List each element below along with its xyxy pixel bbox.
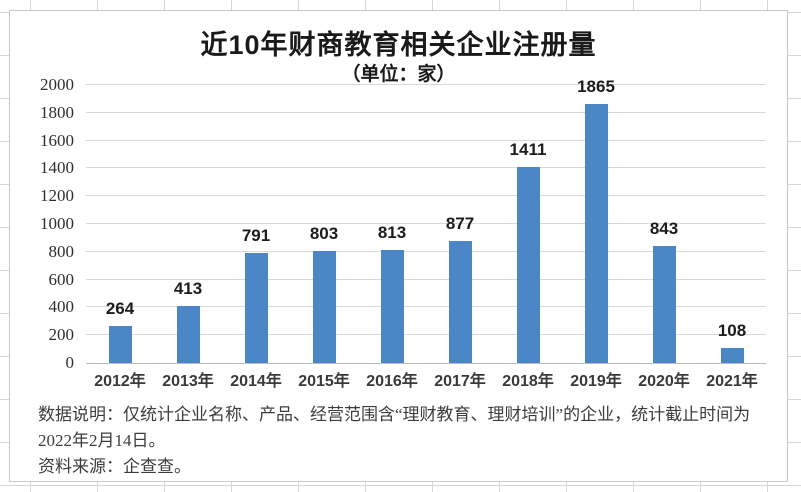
bar-value-label-2021年: 108 — [717, 321, 747, 340]
bar-2016年 — [380, 250, 404, 363]
x-tick-label-2016年: 2016年 — [366, 373, 418, 390]
y-tick-label-2000: 2000 — [40, 75, 74, 94]
x-tick-label-2014年: 2014年 — [230, 373, 282, 390]
bar-slot-2021年: 108 — [698, 85, 766, 363]
x-tick-label-2012年: 2012年 — [94, 373, 146, 390]
y-tick-label-400: 400 — [48, 297, 75, 317]
gridline-1200 — [86, 195, 766, 197]
x-tick-label-2021年: 2021年 — [706, 373, 758, 390]
gridline-400 — [86, 306, 766, 308]
bar-value-label-2020年: 843 — [649, 218, 679, 238]
footer-note: 数据说明：仅统计企业名称、产品、经营范围含“理财教育、理财培训”的企业，统计截止… — [38, 405, 751, 450]
bar-value-label-2017年: 877 — [445, 214, 475, 234]
x-tick-label-2015年: 2015年 — [298, 373, 350, 390]
bar-slot-2018年: 1411 — [494, 85, 562, 363]
bar-slot-2013年: 413 — [154, 85, 222, 363]
bar-value-label-2012年: 264 — [105, 299, 135, 319]
chart-subtitle: （单位：家） — [341, 64, 456, 85]
chart-footer: 数据说明：仅统计企业名称、产品、经营范围含“理财教育、理财培训”的企业，统计截止… — [38, 402, 776, 480]
bar-2012年 — [108, 326, 132, 363]
gridline-600 — [86, 278, 766, 280]
y-tick-label-0: 0 — [65, 353, 75, 372]
bar-slot-2016年: 813 — [358, 85, 426, 363]
bar-value-label-2014年: 791 — [241, 226, 271, 246]
gridline-1000 — [86, 223, 766, 224]
bar-slot-2014年: 791 — [222, 85, 290, 363]
bar-2021年 — [720, 348, 744, 363]
bar-slot-2019年: 1865 — [562, 77, 630, 363]
y-tick-label-1800: 1800 — [40, 102, 74, 122]
bar-value-label-2016年: 813 — [377, 223, 407, 242]
x-tick-label-2017年: 2017年 — [434, 373, 486, 390]
gridline-800 — [86, 250, 766, 252]
gridline-1600 — [86, 139, 766, 141]
chart-card: 近10年财商教育相关企业注册量 （单位：家） 0 200 400 600 800 1000… — [9, 10, 788, 482]
x-tick-label-2019年: 2019年 — [570, 373, 622, 390]
y-tick-label-800: 800 — [48, 241, 75, 261]
bar-2019年 — [584, 103, 608, 363]
gridline-1400 — [86, 167, 766, 169]
bar-2015年 — [312, 251, 336, 363]
bar-slot-2015年: 803 — [290, 85, 358, 363]
bar-value-label-2013年: 413 — [173, 278, 203, 298]
bar-value-label-2018年: 1411 — [509, 139, 547, 159]
y-tick-label-200: 200 — [48, 325, 75, 345]
y-tick-label-1000: 1000 — [40, 214, 74, 233]
y-tick-label-600: 600 — [48, 269, 75, 289]
y-tick-label-1200: 1200 — [40, 186, 74, 206]
x-tick-label-2020年: 2020年 — [638, 373, 690, 390]
y-tick-label-1400: 1400 — [40, 158, 74, 178]
footer-source: 资料来源：企查查。 — [38, 457, 191, 476]
plot-area: 2012年 264 2013年 413 2014年 791 2015年 803 2016年 813… — [86, 77, 766, 390]
x-tick-label-2013年: 2013年 — [162, 373, 214, 390]
bar-2020年 — [652, 245, 676, 363]
gridline-200 — [86, 334, 766, 336]
bar-value-label-2015年: 803 — [309, 224, 339, 244]
chart-title: 近10年财商教育相关企业注册量 — [200, 30, 597, 60]
bar-slot-2017年: 877 — [426, 85, 494, 363]
gridline-0 — [86, 363, 766, 364]
bar-2017年 — [448, 241, 472, 363]
bar-2014年 — [244, 253, 268, 363]
gridline-1800 — [86, 111, 766, 113]
bar-slot-2012年: 264 — [86, 85, 154, 363]
bar-slot-2020年: 843 — [630, 85, 698, 363]
bar-2018年 — [516, 166, 540, 363]
x-tick-label-2018年: 2018年 — [502, 373, 554, 390]
y-axis: 0 200 400 600 800 1000 1200 1400 1600 1800 2000 — [10, 75, 75, 372]
bar-value-label-2019年: 1865 — [577, 76, 615, 96]
gridline-2000 — [86, 84, 766, 85]
bar-2013年 — [176, 305, 200, 363]
y-tick-label-1600: 1600 — [40, 130, 74, 150]
